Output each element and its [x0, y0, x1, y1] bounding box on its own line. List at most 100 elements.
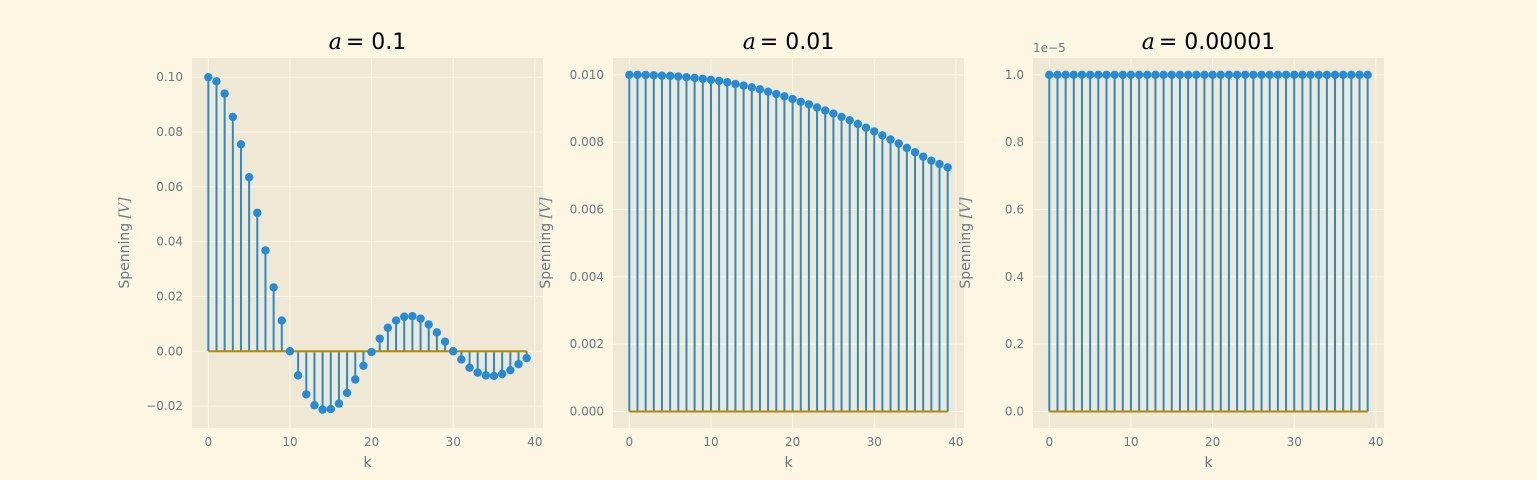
stem-marker	[1363, 70, 1372, 80]
stem-marker	[204, 72, 213, 82]
y-tick-label: 0.010	[570, 68, 604, 82]
y-tick-label: 0.10	[156, 70, 183, 84]
x-tick-label: 20	[1205, 435, 1220, 449]
stem-marker	[829, 109, 838, 118]
stem-marker	[1069, 70, 1079, 80]
stem-marker	[212, 77, 221, 86]
x-tick-label: 10	[282, 435, 297, 449]
title-value: = 0.00001	[1159, 30, 1275, 55]
stem-marker	[367, 347, 376, 357]
stem-marker	[861, 123, 871, 132]
stem-marker	[1208, 70, 1217, 80]
y-tick-label: 0.006	[570, 203, 604, 217]
stem-marker	[837, 112, 846, 122]
title-variable: a	[329, 30, 342, 55]
stem-marker	[1273, 70, 1283, 80]
stem-marker	[723, 78, 732, 87]
y-tick-label: 0.002	[570, 337, 604, 351]
stem-marker	[424, 320, 433, 329]
y-axis-label-text: Spenning	[117, 218, 133, 288]
stem-marker	[763, 87, 773, 96]
stem-marker	[1338, 70, 1348, 80]
stem-marker	[1265, 70, 1274, 80]
stem-marker	[1314, 70, 1323, 80]
stem-marker	[220, 89, 229, 98]
stem-marker	[449, 347, 458, 356]
stem-marker	[1077, 70, 1087, 80]
chart-panel-3: 0 10 20 30 40 0.0 0.2 0.4 0.6 0.8 1.0 a = 0.00001 k Sp…	[958, 30, 1384, 471]
y-axis-label-unit: [V]	[117, 197, 133, 219]
stem-marker	[853, 119, 863, 129]
stem-marker	[1126, 70, 1136, 80]
x-tick-label: 30	[446, 435, 461, 449]
y-axis-label-text: Spenning	[958, 218, 974, 288]
stem-marker	[359, 361, 368, 370]
y-tick-label: 0.004	[570, 270, 604, 284]
y-tick-label: 0.008	[570, 135, 604, 149]
stem-marker	[1241, 70, 1250, 80]
y-tick-label: 1.0	[1005, 68, 1024, 82]
y-tick-label: −0.02	[146, 399, 183, 413]
y-axis-label: Spenning [V]	[538, 197, 554, 289]
stem-marker	[285, 347, 295, 356]
stem-marker	[351, 375, 360, 384]
y-tick-label: 0.06	[156, 180, 183, 194]
stem-marker	[641, 70, 650, 80]
x-tick-label: 0	[205, 435, 213, 449]
stem-marker	[1094, 70, 1103, 80]
y-axis-offset-label: 1e−5	[1033, 41, 1066, 55]
chart-title: a = 0.01	[743, 30, 835, 55]
stem-marker	[334, 399, 344, 408]
y-tick-label: 0.6	[1005, 203, 1024, 217]
stem-marker	[706, 75, 716, 85]
y-tick-label: 0.0	[1005, 405, 1024, 419]
stem-marker	[886, 135, 895, 144]
stem-marker	[497, 369, 507, 379]
chart-title: a = 0.00001	[1142, 30, 1276, 55]
stem-marker	[1102, 70, 1111, 80]
stem-marker	[1249, 70, 1258, 80]
stem-marker	[1257, 70, 1266, 80]
x-tick-label: 0	[1046, 435, 1054, 449]
x-tick-label: 10	[703, 435, 718, 449]
stem-marker	[391, 316, 401, 325]
stem-marker	[1134, 70, 1144, 80]
stem-marker	[489, 371, 499, 381]
stem-marker	[918, 152, 928, 161]
x-tick-label: 30	[1287, 435, 1302, 449]
stem-marker	[747, 83, 756, 92]
axes-background	[1033, 58, 1384, 428]
stem-marker	[943, 163, 952, 172]
y-tick-label: 0.00	[156, 344, 183, 358]
stem-marker	[244, 173, 254, 182]
stem-marker	[878, 131, 887, 140]
stem-marker	[780, 92, 789, 101]
axes-background	[192, 58, 543, 428]
stem-marker	[1143, 70, 1152, 80]
stem-marker	[1045, 70, 1054, 80]
title-variable: a	[1142, 30, 1155, 55]
stem-marker	[236, 140, 246, 149]
stem-marker	[506, 365, 515, 375]
stem-marker	[755, 85, 765, 94]
stem-marker	[375, 334, 384, 343]
stem-marker	[1355, 70, 1364, 80]
stem-marker	[481, 371, 491, 380]
stem-marker	[1085, 70, 1095, 80]
x-tick-label: 40	[527, 435, 542, 449]
stem-marker	[1200, 70, 1209, 80]
stem-marker	[383, 323, 393, 332]
stem-marker	[302, 390, 311, 399]
stem-marker	[326, 404, 335, 414]
y-tick-label: 0.08	[156, 125, 183, 139]
stem-marker	[633, 70, 642, 80]
stem-marker	[457, 355, 466, 364]
stem-marker	[1216, 70, 1225, 80]
stem-marker	[310, 401, 319, 410]
stem-marker	[1290, 70, 1299, 80]
x-axis-label: k	[1204, 455, 1213, 471]
x-tick-label: 30	[867, 435, 882, 449]
stem-marker	[870, 127, 879, 136]
stem-marker	[698, 74, 707, 84]
